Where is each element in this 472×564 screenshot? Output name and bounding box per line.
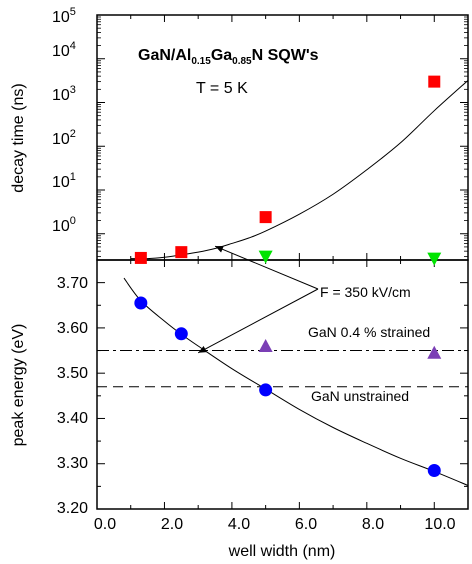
bottom-data-point [259,383,273,397]
y-tick-label-1e3: 103 [52,84,76,104]
bottom-data-point [174,327,188,341]
decay-time-fit-curve [130,80,468,260]
y-tick-label-1e5: 105 [52,6,76,26]
top-data-point [259,211,272,224]
bottom-axis-ticks [96,259,469,510]
x-tick-label: 4.0 [228,516,250,533]
chart-title: GaN/Al0.15Ga0.85N SQW's [138,47,319,67]
x-tick-label: 6.0 [295,516,317,533]
peak-energy-fit-curve [123,277,468,486]
x-axis-title: well width (nm) [228,543,336,560]
x-tick-label: 2.0 [161,516,183,533]
y-tick-label: 3.20 [57,500,88,517]
y-tick-label: 3.30 [57,455,88,472]
y-tick-label-1e1: 101 [52,171,76,191]
annotation-arrow-line [214,245,319,290]
bottom-data-point [134,296,148,310]
top-y-tick-labels: 100 101 102 103 104 105 [52,6,76,235]
bottom-fit-curve-group [123,277,468,486]
unstrained-line-label: GaN unstrained [311,388,409,404]
top-y-axis-title: decay time (ns) [10,83,27,192]
annotation-arrow-line [197,288,319,354]
field-annotation-label: F = 350 kV/cm [320,284,411,300]
y-tick-label: 3.60 [57,320,88,337]
temperature-label: T = 5 K [196,80,248,97]
x-tick-labels: 0.0 2.0 4.0 6.0 8.0 10.0 [94,516,456,533]
bottom-data-point [258,339,273,353]
x-tick-label: 0.0 [94,516,116,533]
bottom-data-point [427,464,441,478]
y-tick-label-1e0: 100 [52,215,76,235]
top-data-point [175,246,188,259]
reference-lines [97,350,468,388]
y-tick-label-1e2: 102 [52,128,76,148]
x-tick-label: 8.0 [362,516,384,533]
top-data-point [258,250,273,264]
strained-line-label: GaN 0.4 % strained [308,324,430,340]
y-tick-label: 3.50 [57,365,88,382]
annotation-arrowhead [215,246,224,253]
bottom-y-tick-labels: 3.20 3.30 3.40 3.50 3.60 3.70 [57,275,88,517]
top-data-point [427,252,442,266]
bottom-data-point [427,345,442,359]
y-tick-label: 3.40 [57,410,88,427]
y-tick-label-1e4: 104 [52,40,76,60]
annotation-arrowhead [198,345,207,353]
top-fit-curve-group [130,80,468,260]
annotation-arrows [197,245,319,354]
x-tick-label: 10.0 [424,516,455,533]
top-data-point [428,75,441,88]
top-data-point [134,251,147,264]
y-tick-label: 3.70 [57,275,88,292]
bottom-plot-frame [96,259,469,510]
data-markers [134,75,442,478]
bottom-y-axis-title: peak energy (eV) [10,324,27,447]
